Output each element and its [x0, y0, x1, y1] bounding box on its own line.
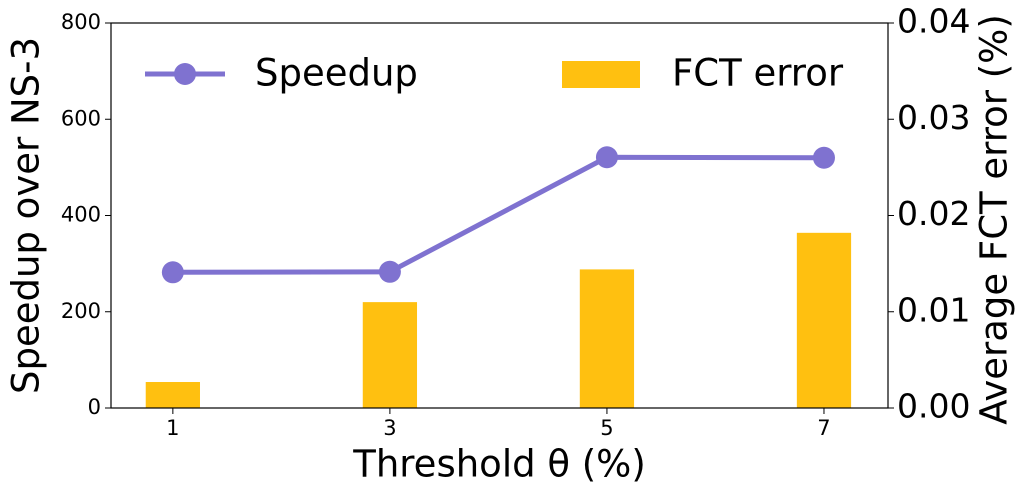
bar — [362, 302, 418, 408]
x-tick-label: 1 — [166, 416, 179, 440]
point — [595, 146, 618, 169]
point — [378, 260, 401, 283]
y-axis-label: Speedup over NS-3 — [5, 37, 48, 394]
y2-axis-label: Average FCT error (%) — [973, 14, 1016, 425]
legend-label: Speedup — [255, 52, 418, 95]
y-tick-label: 400 — [61, 203, 101, 227]
plot-frame — [110, 22, 889, 409]
point — [812, 146, 835, 169]
y-tick-label: 800 — [61, 10, 101, 34]
y2-tick-label: 0.02 — [897, 194, 970, 233]
bar — [796, 232, 852, 408]
legend-label: FCT error — [672, 52, 844, 95]
y-tick-label: 200 — [61, 299, 101, 323]
y2-tick-label: 0.03 — [897, 98, 970, 137]
legend-swatch — [562, 61, 640, 88]
x-axis-label: Threshold θ (%) — [352, 443, 646, 486]
x-tick-label: 7 — [817, 416, 830, 440]
legend-marker — [174, 63, 196, 85]
line — [172, 154, 824, 275]
y2-tick-label: 0.01 — [897, 290, 970, 329]
bar — [579, 269, 635, 408]
y-tick-label: 600 — [61, 106, 101, 130]
y-tick-label: 0 — [88, 395, 101, 419]
y2-tick-label: 0.04 — [897, 2, 970, 41]
point — [161, 261, 184, 284]
x-tick-label: 3 — [383, 416, 396, 440]
bar — [145, 382, 200, 408]
x-tick-label: 5 — [600, 416, 613, 440]
y2-tick-label: 0.00 — [897, 387, 970, 426]
